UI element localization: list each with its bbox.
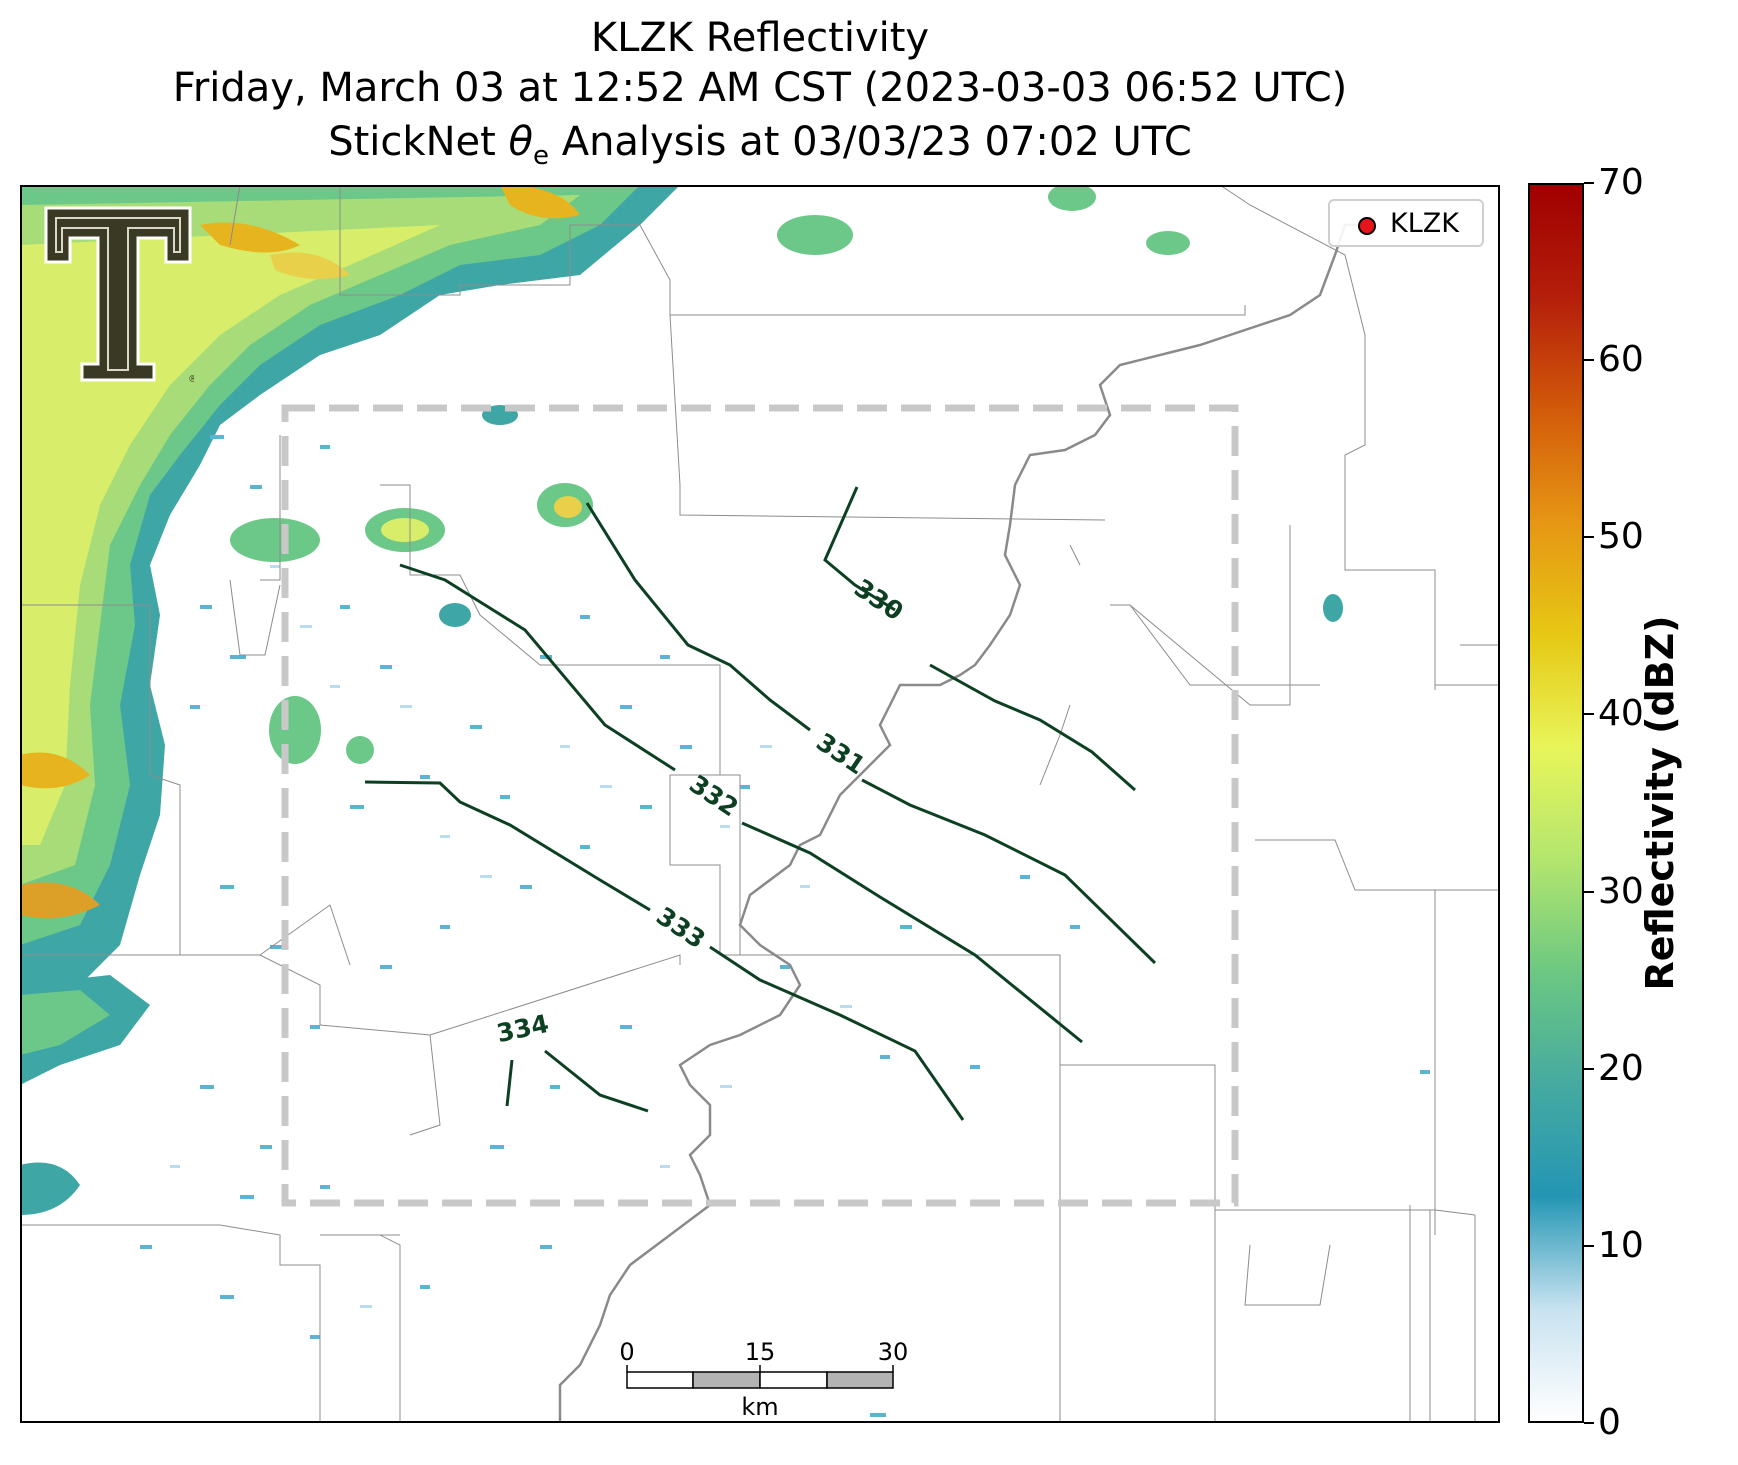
colorbar-tick <box>1584 1067 1594 1070</box>
scale-bar-segment <box>626 1371 694 1389</box>
contour-333-b <box>709 945 965 1121</box>
colorbar-tick <box>1584 890 1594 893</box>
scale-bar-segment <box>759 1371 828 1389</box>
scale-bar: 0 15 30 km <box>619 1338 908 1421</box>
contour-331-b <box>861 778 1157 965</box>
colorbar-tick <box>1584 1244 1594 1247</box>
title-line-3: StickNet θe Analysis at 03/03/23 07:02 U… <box>328 119 1192 171</box>
state-boundary <box>558 223 1375 1423</box>
scale-bar-tick-30: 30 <box>878 1338 909 1366</box>
analysis-domain-box <box>281 404 1239 1207</box>
theta-symbol: θ <box>508 119 533 165</box>
colorbar-tick <box>1584 713 1594 716</box>
legend-label: KLZK <box>1390 208 1459 239</box>
contour-332-b <box>741 821 1083 1044</box>
colorbar-tick-label: 50 <box>1598 516 1644 558</box>
theta-e-contours <box>364 486 1157 1121</box>
colorbar-tick-label: 40 <box>1598 693 1644 735</box>
colorbar-tick-label: 20 <box>1598 1047 1644 1089</box>
contour-334-a <box>505 1059 514 1107</box>
contour-331 <box>585 502 811 732</box>
map-legend: KLZK <box>1328 199 1484 247</box>
texas-tech-double-t-logo: ® <box>44 206 194 384</box>
contour-334-b <box>544 1049 649 1113</box>
contour-333 <box>364 780 651 912</box>
county-boundaries <box>20 185 1500 1423</box>
contour-332 <box>399 563 676 772</box>
colorbar-tick-label: 30 <box>1598 870 1644 912</box>
scale-bar-segment <box>692 1371 761 1389</box>
title-line-1: KLZK Reflectivity <box>590 15 930 61</box>
colorbar-tick-label: 60 <box>1598 339 1644 381</box>
colorbar-tick-label: 0 <box>1598 1402 1621 1443</box>
radar-site-marker-icon <box>1358 217 1376 235</box>
contour-330 <box>823 486 896 612</box>
contour-330-b <box>929 663 1136 792</box>
colorbar-tick <box>1584 359 1594 362</box>
colorbar-tick-label: 70 <box>1598 162 1644 203</box>
radar-map[interactable]: 330 331 332 333 334 0 15 30 km <box>20 185 1500 1423</box>
colorbar <box>1528 183 1584 1423</box>
colorbar-tick-label: 10 <box>1598 1224 1644 1266</box>
svg-text:®: ® <box>188 374 194 384</box>
colorbar-tick <box>1584 182 1594 184</box>
colorbar-tick <box>1584 1422 1594 1424</box>
scale-bar-tick-15: 15 <box>745 1338 776 1366</box>
scale-bar-unit: km <box>741 1393 778 1421</box>
colorbar-tick <box>1584 536 1594 539</box>
title-line-2: Friday, March 03 at 12:52 AM CST (2023-0… <box>172 65 1348 111</box>
scale-bar-segment <box>826 1371 894 1389</box>
scale-bar-tick-0: 0 <box>619 1338 634 1366</box>
